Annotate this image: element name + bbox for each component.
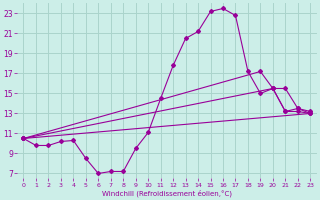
- X-axis label: Windchill (Refroidissement éolien,°C): Windchill (Refroidissement éolien,°C): [102, 189, 232, 197]
